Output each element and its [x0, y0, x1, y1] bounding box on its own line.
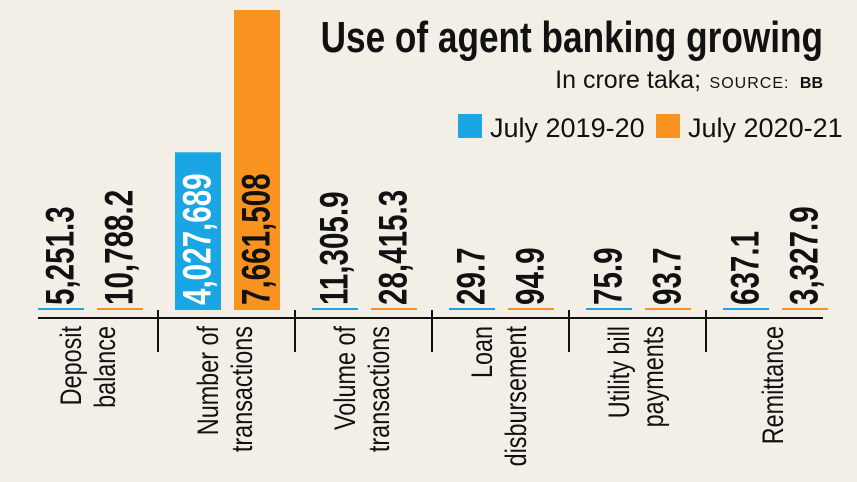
category-label: payments [636, 326, 669, 427]
legend-swatch-2019-20 [458, 114, 482, 138]
data-label: 93.7 [645, 247, 689, 305]
bar-2020-21 [782, 308, 828, 310]
data-label: 94.9 [508, 247, 552, 305]
data-label: 5,251.3 [38, 206, 82, 305]
legend-label-2020-21: July 2020-21 [688, 113, 843, 143]
data-label: 3,327.9 [782, 206, 826, 305]
data-label: 10,788.2 [97, 190, 141, 305]
subtitle: In crore taka; SOURCE: BB [555, 66, 823, 94]
bar-2020-21 [645, 308, 691, 310]
category-label: balance [88, 326, 121, 408]
svg-text:In crore taka; SOURCE:: In crore taka; SOURCE: BB [555, 66, 823, 94]
category-label: transactions [362, 326, 395, 452]
category-label: Loan [465, 326, 498, 378]
bar-2019-20 [723, 308, 769, 310]
bar-2019-20 [449, 308, 495, 310]
data-label: 75.9 [586, 247, 630, 305]
category-label: transactions [225, 326, 258, 452]
legend: July 2019-20 July 2020-21 [458, 113, 843, 143]
bar-2020-21 [97, 308, 143, 310]
bar-2019-20 [312, 308, 358, 310]
bar-2020-21 [508, 308, 554, 310]
data-label: 29.7 [449, 247, 493, 305]
data-label: 11,305.9 [312, 191, 356, 305]
chart-title: Use of agent banking growing [321, 13, 823, 62]
category-label: Deposit [54, 326, 87, 406]
data-label: 4,027,689 [175, 173, 219, 305]
category-label: Volume of [328, 326, 361, 430]
category-label: Remittance [756, 326, 789, 444]
legend-label-2019-20: July 2019-20 [490, 113, 645, 143]
category-label: disbursement [499, 326, 532, 467]
data-label: 7,661,508 [234, 173, 278, 305]
legend-swatch-2020-21 [656, 114, 680, 138]
bar-2019-20 [175, 152, 221, 310]
category-label: Number of [191, 326, 224, 436]
data-label: 637.1 [723, 231, 767, 305]
bar-2019-20 [586, 308, 632, 310]
source-value: BB [800, 75, 823, 92]
bar-2020-21 [234, 10, 280, 310]
category-label: Utility bill [602, 326, 635, 418]
subtitle-units: In crore taka; [555, 66, 701, 94]
source-label: SOURCE: [710, 75, 790, 92]
data-label: 28,415.3 [371, 190, 415, 305]
bar-2020-21 [371, 308, 417, 310]
bar-2019-20 [38, 308, 84, 310]
